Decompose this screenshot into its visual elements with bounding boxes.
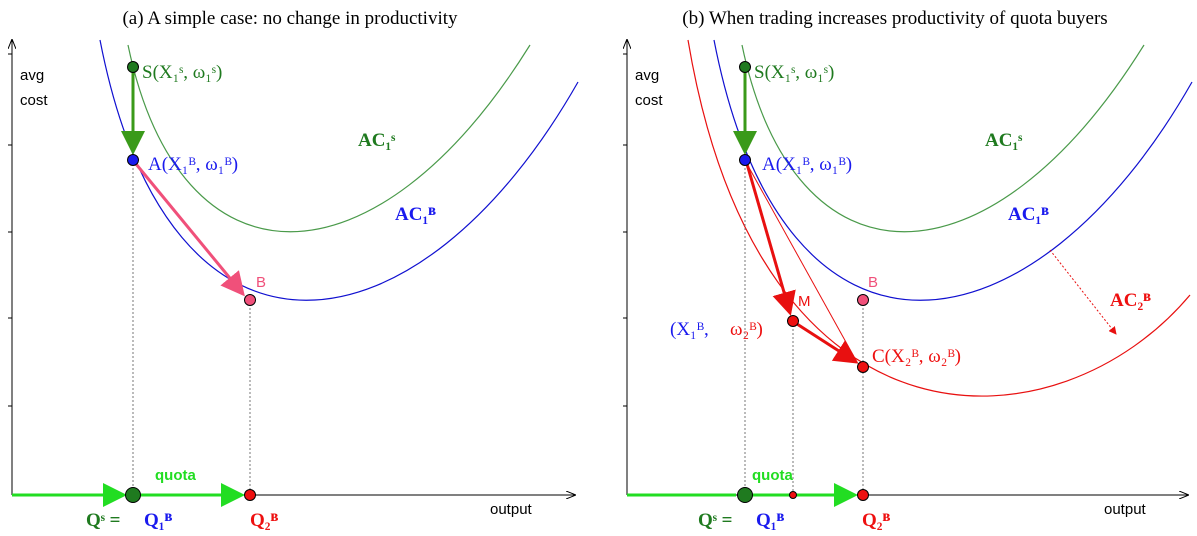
label: Qˢ = [698, 510, 732, 531]
arrow [746, 163, 858, 363]
arrow [745, 163, 796, 316]
point-q2 [857, 489, 869, 501]
label: AC₁ᴮ [395, 204, 436, 225]
arrow [1049, 249, 1117, 335]
point-q1 [737, 487, 753, 503]
label: Qˢ = [86, 510, 120, 531]
label: Q₁ᴮ [756, 510, 784, 531]
y-label: avg [635, 67, 659, 84]
label: A(X₁ᴮ, ω₁ᴮ) [762, 154, 852, 175]
point-q1 [125, 487, 141, 503]
panel-b: (b) When trading increases productivity … [623, 8, 1193, 531]
label: Q₂ᴮ [250, 510, 278, 531]
y-label: cost [20, 92, 48, 109]
point-s [739, 61, 751, 73]
point-b [244, 294, 256, 306]
y-ticks [623, 53, 627, 407]
x-label: output [1104, 501, 1147, 518]
label: M [798, 293, 811, 310]
x-label: output [490, 501, 533, 518]
panel-title: (a) A simple case: no change in producti… [122, 8, 458, 29]
label: (X₁ᴮ, [670, 319, 709, 340]
label: S(X₁ˢ, ω₁ˢ) [754, 62, 834, 83]
arrow [796, 322, 859, 364]
label: AC₂ᴮ [1110, 290, 1151, 311]
y-label: cost [635, 92, 663, 109]
panel-a: (a) A simple case: no change in producti… [8, 8, 579, 531]
label: Q₂ᴮ [862, 510, 890, 531]
y-ticks [8, 53, 12, 407]
point-qm [789, 491, 797, 499]
label: C(X₂ᴮ, ω₂ᴮ) [872, 346, 961, 367]
y-label: avg [20, 67, 44, 84]
label: quota [752, 467, 793, 484]
point-m [787, 315, 799, 327]
curve-ac1s [127, 44, 531, 233]
label: quota [155, 467, 196, 484]
curve-ac1s [741, 44, 1145, 233]
point-s [127, 61, 139, 73]
point-b [857, 294, 869, 306]
label: S(X₁ˢ, ω₁ˢ) [142, 62, 222, 83]
label: AC₁ˢ [358, 130, 396, 151]
panel-title: (b) When trading increases productivity … [682, 8, 1107, 29]
curve-ac1b [713, 39, 1193, 301]
label: B [256, 274, 266, 291]
arrow [134, 163, 245, 297]
label: AC₁ᴮ [1008, 204, 1049, 225]
label: AC₁ˢ [985, 130, 1023, 151]
point-q2 [244, 489, 256, 501]
label: B [868, 274, 878, 291]
label: A(X₁ᴮ, ω₁ᴮ) [148, 154, 238, 175]
label: Q₁ᴮ [144, 510, 172, 531]
point-a [127, 154, 139, 166]
point-c [857, 361, 869, 373]
point-a [739, 154, 751, 166]
label: ω₂ᴮ) [730, 319, 763, 340]
curve-ac2b [687, 39, 1191, 397]
